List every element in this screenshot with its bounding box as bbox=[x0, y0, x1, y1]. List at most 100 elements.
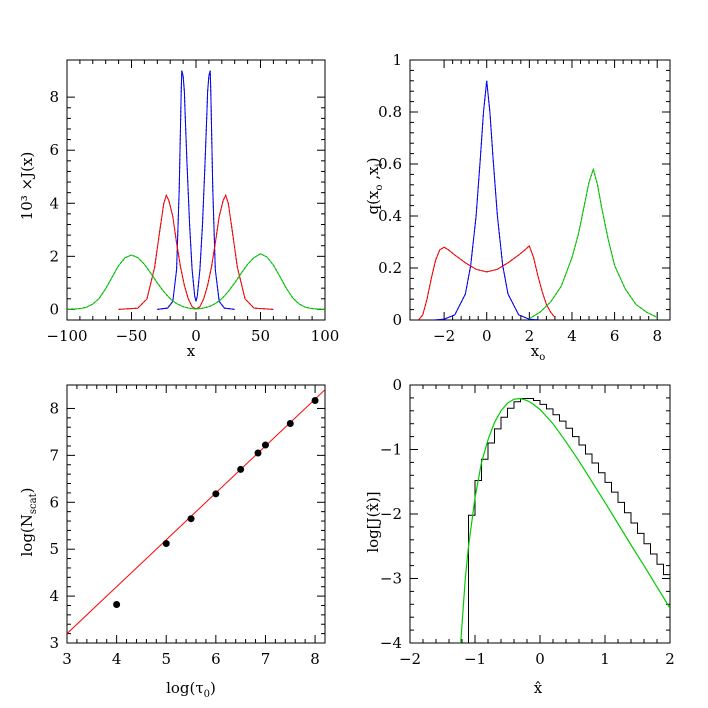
bl-y-axis-label-end: ) bbox=[18, 488, 36, 494]
bottom-left-data-point bbox=[261, 441, 269, 449]
bottom-left-data-point bbox=[286, 419, 294, 427]
top-right-x-tick-label: 0 bbox=[482, 327, 492, 345]
top-left-x-tick-label: 100 bbox=[311, 327, 340, 345]
top-right-x-tick-label: −2 bbox=[433, 327, 455, 345]
bl-y-axis-label-sub: scat bbox=[28, 493, 39, 514]
bottom-left-x-tick-label: 8 bbox=[310, 650, 320, 668]
tr-x-axis-label-sub: o bbox=[539, 352, 545, 363]
top-right-y-tick-label: 0 bbox=[392, 311, 402, 329]
bottom-right-y-tick-label: −2 bbox=[380, 505, 402, 523]
bottom-left-y-tick-label: 3 bbox=[49, 634, 59, 652]
top-right-x-tick-label: 6 bbox=[610, 327, 620, 345]
bottom-left-x-tick-label: 3 bbox=[62, 650, 72, 668]
bottom-left-plot-frame bbox=[66, 384, 326, 644]
br-x-axis-label: x̂ bbox=[534, 679, 543, 697]
bottom-left-x-tick-label: 6 bbox=[211, 650, 221, 668]
bottom-left-plot-area bbox=[67, 389, 325, 634]
bottom-right-x-tick-label: 0 bbox=[535, 650, 545, 668]
bl-x-axis-label: log(τ0) bbox=[166, 679, 216, 700]
bottom-left-data-point bbox=[162, 540, 170, 548]
bottom-right-x-tick-label: −2 bbox=[399, 650, 421, 668]
panel-bottom-right: −2 −1 0 1 2 −4 −3 −2 −1 0 bbox=[380, 376, 675, 668]
bottom-left-data-point bbox=[237, 465, 245, 473]
top-right-series-1-line bbox=[418, 245, 556, 320]
bottom-right-model-curve bbox=[460, 397, 670, 643]
tr-y-axis-label-sub2: i bbox=[374, 163, 385, 166]
tr-y-axis-label-q: q(x bbox=[364, 190, 382, 214]
bottom-left-y-tick-label: 8 bbox=[49, 399, 59, 417]
bottom-left-y-tick-label: 4 bbox=[49, 587, 59, 605]
top-left-x-tick-label: 0 bbox=[191, 327, 201, 345]
bottom-right-x-tick-label: 2 bbox=[665, 650, 675, 668]
tl-y-axis-label: 10³ ×J(x) bbox=[18, 152, 36, 221]
top-right-y-tick-label: 0.8 bbox=[378, 103, 402, 121]
bl-y-axis-label: log(Nscat) bbox=[18, 488, 39, 557]
bottom-right-y-tick-label: −3 bbox=[380, 570, 402, 588]
panel-top-right: −2 0 2 4 6 8 0 0.2 0.4 0.6 0.8 1 bbox=[378, 51, 671, 345]
top-left-x-tick-label: −50 bbox=[116, 327, 148, 345]
bottom-left-data-point bbox=[311, 396, 319, 404]
top-right-x-tick-label: 4 bbox=[567, 327, 577, 345]
top-right-y-tick-label: 0.2 bbox=[378, 259, 402, 277]
br-y-axis-label: log[J(x̂)] bbox=[364, 491, 382, 552]
bottom-left-data-point bbox=[187, 515, 195, 523]
bottom-right-y-tick-label: −4 bbox=[380, 634, 402, 652]
bl-y-axis-label-main: log(N bbox=[18, 514, 36, 556]
top-right-y-tick-label: 0.6 bbox=[378, 155, 402, 173]
top-left-y-tick-label: 6 bbox=[49, 141, 59, 159]
bottom-left-fit-line bbox=[67, 389, 325, 634]
top-right-series-2-dotted bbox=[529, 167, 658, 320]
top-right-series-1-dotted bbox=[418, 245, 556, 320]
tr-y-axis-label-sub1: o bbox=[374, 185, 385, 191]
top-left-plot-frame bbox=[66, 59, 326, 321]
top-right-series-0-line bbox=[433, 80, 541, 320]
top-left-series-1-line bbox=[118, 193, 274, 310]
bottom-left-y-tick-label: 5 bbox=[49, 540, 59, 558]
top-left-series-0-dotted bbox=[157, 70, 235, 310]
top-left-y-tick-label: 8 bbox=[49, 88, 59, 106]
top-right-x-tick-label: 2 bbox=[525, 327, 535, 345]
panel-top-left: −100 −50 0 50 100 0 2 4 6 8 bbox=[46, 59, 340, 345]
bottom-right-x-tick-label: −1 bbox=[464, 650, 486, 668]
top-left-y-tick-label: 2 bbox=[49, 247, 59, 265]
bottom-left-x-tick-label: 4 bbox=[112, 650, 122, 668]
top-left-y-tick-label: 0 bbox=[49, 300, 59, 318]
bottom-right-x-tick-label: 1 bbox=[600, 650, 610, 668]
top-left-series-1-dotted bbox=[118, 193, 274, 310]
bottom-right-y-tick-label: −1 bbox=[380, 441, 402, 459]
top-right-plot-frame bbox=[409, 59, 671, 321]
bottom-left-y-tick-label: 7 bbox=[49, 446, 59, 464]
tr-x-axis-label: xo bbox=[531, 342, 546, 363]
bl-x-axis-label-main: log(τ bbox=[166, 679, 204, 697]
panel-bottom-left: 3 4 5 6 7 8 3 4 5 6 7 8 bbox=[49, 384, 326, 668]
tr-y-axis-label-end: ) bbox=[364, 157, 382, 163]
tl-x-axis-label: x bbox=[187, 342, 196, 360]
bottom-left-x-tick-label: 7 bbox=[261, 650, 271, 668]
tr-y-axis-label: q(xo ,xi) bbox=[364, 157, 385, 214]
top-left-series-0-line bbox=[157, 70, 235, 310]
top-left-plot-area bbox=[67, 70, 325, 310]
bottom-left-x-tick-label: 5 bbox=[161, 650, 171, 668]
bl-x-axis-label-sub: 0 bbox=[204, 689, 210, 700]
bottom-right-plot-area bbox=[460, 397, 670, 643]
top-right-plot-area bbox=[418, 80, 658, 320]
top-right-series-2-line bbox=[529, 167, 658, 320]
top-left-x-tick-label: −100 bbox=[46, 327, 87, 345]
bottom-right-histogram bbox=[462, 398, 670, 643]
bottom-left-data-point bbox=[113, 601, 121, 609]
top-left-y-tick-label: 4 bbox=[49, 194, 59, 212]
top-right-y-tick-label: 1 bbox=[392, 51, 402, 69]
tr-y-axis-label-mid: ,x bbox=[364, 166, 382, 185]
top-right-series-0-dotted bbox=[433, 80, 541, 320]
top-left-x-tick-label: 50 bbox=[251, 327, 270, 345]
bl-x-axis-label-end: ) bbox=[210, 679, 216, 697]
top-right-x-tick-label: 8 bbox=[652, 327, 662, 345]
bottom-right-y-tick-label: 0 bbox=[392, 376, 402, 394]
tr-x-axis-label-main: x bbox=[531, 342, 540, 360]
top-left-series-2-line bbox=[67, 253, 325, 310]
bottom-left-y-tick-label: 6 bbox=[49, 493, 59, 511]
bottom-left-data-point bbox=[254, 449, 262, 457]
top-right-y-tick-label: 0.4 bbox=[378, 207, 402, 225]
bottom-left-data-point bbox=[212, 490, 220, 498]
